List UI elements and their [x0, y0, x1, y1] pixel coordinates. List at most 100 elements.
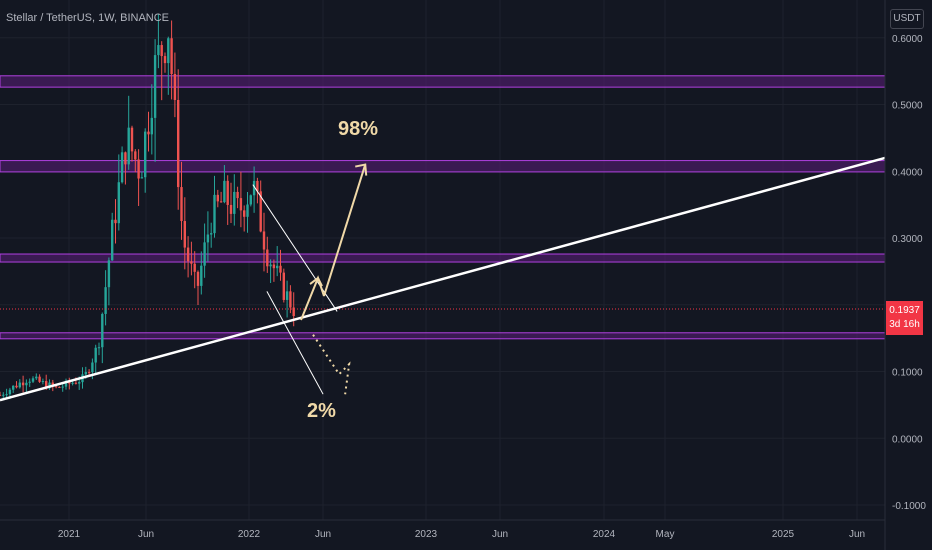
projection-up-arrowhead: [355, 163, 368, 176]
candle-body: [186, 247, 190, 262]
candle-body: [292, 307, 295, 317]
candle-body: [266, 249, 269, 267]
candle-body: [94, 347, 97, 363]
y-tick-label: 0.6000: [892, 34, 923, 45]
x-tick-label: 2021: [58, 529, 81, 540]
candle-body: [147, 131, 150, 135]
channel-lower-line: [266, 291, 324, 395]
x-tick-label: Jun: [315, 529, 331, 540]
upside-annotation: 98%: [338, 118, 379, 140]
candle-body: [38, 376, 41, 382]
candle-body: [91, 362, 94, 373]
y-tick-label: 0.1000: [892, 368, 923, 379]
candle-body: [45, 381, 48, 389]
x-tick-label: Jun: [492, 529, 508, 540]
candle-body: [58, 386, 61, 388]
candle-body: [177, 99, 180, 188]
candle-body: [272, 264, 276, 269]
candle-body: [111, 219, 114, 261]
bar-countdown: 3d 16h: [889, 319, 920, 330]
x-tick-label: 2023: [415, 529, 438, 540]
y-tick-label: 0.0000: [892, 434, 923, 445]
candle-body: [97, 347, 101, 349]
candle-body: [78, 382, 81, 384]
last-price-badge: 0.1937 3d 16h: [886, 301, 923, 335]
candle-body: [233, 191, 236, 214]
currency-unit-button[interactable]: USDT: [890, 9, 924, 29]
candle-body: [2, 394, 5, 396]
candle-body: [196, 271, 200, 286]
candle-body: [285, 291, 289, 300]
candle-body: [150, 117, 153, 135]
candle-body: [249, 195, 252, 205]
candle-body: [252, 180, 256, 196]
candle-body: [203, 242, 206, 266]
y-tick-label: 0.4000: [892, 167, 923, 178]
candle-body: [12, 385, 15, 390]
candle-body: [87, 372, 91, 374]
y-tick-label: 0.5000: [892, 101, 923, 112]
candle-body: [236, 191, 239, 199]
candles: [0, 13, 295, 400]
candle-body: [246, 204, 249, 217]
candle-body: [5, 394, 8, 396]
candle-body: [193, 263, 196, 272]
candle-body: [163, 56, 167, 64]
candle-body: [279, 265, 282, 273]
candle-body: [0, 394, 2, 396]
downside-annotation: 2%: [307, 400, 336, 422]
candle-body: [130, 127, 134, 152]
candle-body: [144, 131, 147, 178]
candle-body: [256, 180, 259, 192]
candle-body: [127, 127, 130, 165]
candle-body: [210, 233, 213, 235]
candle-body: [137, 159, 140, 179]
candle-body: [219, 201, 223, 203]
support-resistance-zone: [0, 160, 886, 173]
candle-body: [206, 234, 210, 243]
candle-body: [229, 204, 233, 214]
candle-body: [157, 45, 160, 56]
candle-body: [170, 38, 173, 75]
candle-body: [71, 382, 74, 384]
candle-body: [25, 382, 28, 386]
candle-body: [8, 389, 12, 395]
candle-body: [21, 382, 25, 386]
candle-body: [104, 287, 107, 314]
candle-body: [107, 260, 111, 288]
candle-body: [64, 380, 68, 387]
candle-body: [15, 385, 18, 388]
candle-body: [31, 378, 35, 382]
x-tick-label: 2025: [772, 529, 795, 540]
candle-body: [54, 386, 58, 388]
candle-body: [153, 55, 157, 118]
candle-body: [269, 264, 272, 267]
candle-body: [180, 187, 183, 222]
x-tick-label: 2024: [593, 529, 616, 540]
candle-body: [216, 194, 219, 202]
projection-wave-arrowhead: [309, 276, 323, 287]
candle-body: [167, 38, 170, 64]
candle-body: [289, 291, 292, 308]
candle-body: [61, 386, 64, 388]
support-resistance-zone: [0, 75, 886, 88]
candle-body: [124, 152, 127, 165]
support-resistance-zone: [0, 332, 886, 340]
candle-body: [213, 194, 216, 234]
candle-body: [134, 151, 137, 160]
candle-body: [74, 382, 78, 384]
candle-body: [41, 381, 45, 383]
x-tick-label: Jun: [138, 529, 154, 540]
projection-down-dotted: [312, 334, 351, 395]
candle-body: [18, 382, 21, 388]
candle-body: [262, 231, 266, 250]
candle-body: [51, 382, 54, 387]
candle-body: [117, 182, 120, 224]
candle-body: [114, 219, 117, 224]
last-price-value: 0.1937: [889, 305, 920, 316]
candle-body: [276, 265, 279, 269]
candle-body: [84, 372, 87, 375]
x-tick-label: 2022: [238, 529, 261, 540]
candle-body: [35, 376, 38, 379]
